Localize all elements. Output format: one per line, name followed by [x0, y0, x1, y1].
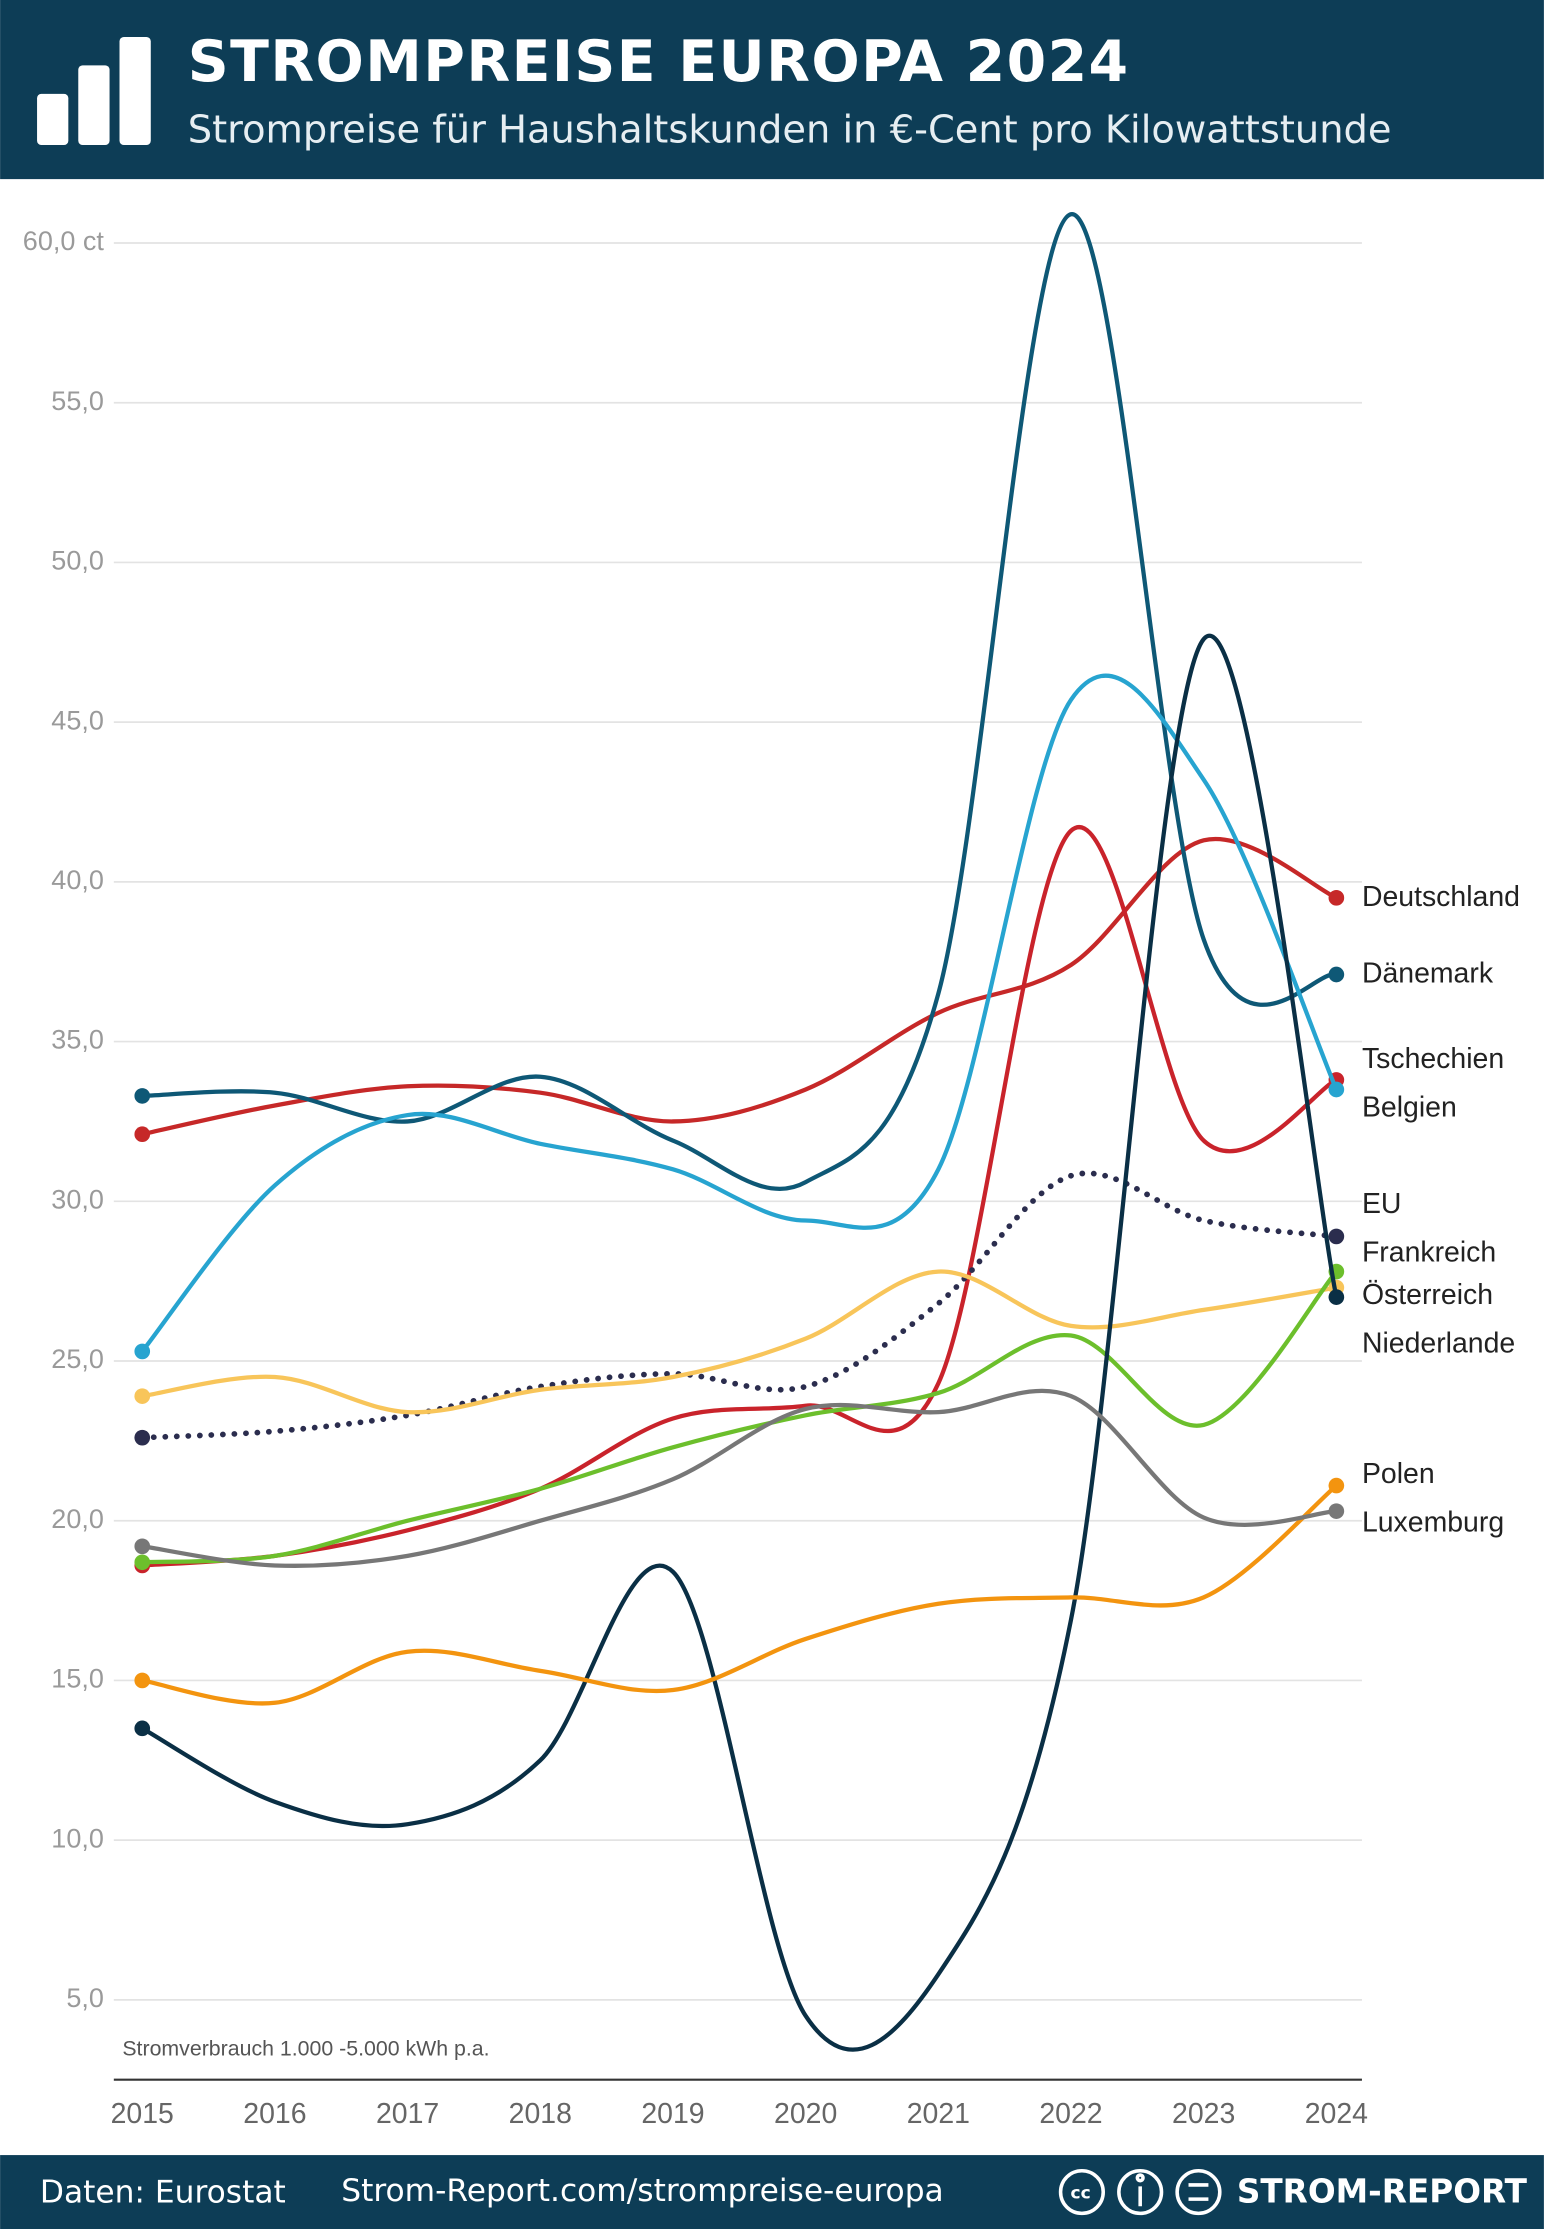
end-point — [1328, 1081, 1345, 1098]
y-tick-label: 50,0 — [51, 546, 104, 576]
y-tick-label: 25,0 — [51, 1344, 104, 1374]
y-tick-label: 20,0 — [51, 1504, 104, 1534]
y-tick-label: 55,0 — [51, 386, 104, 416]
series-line — [140, 836, 1339, 1137]
series-line — [139, 1170, 1340, 1441]
end-point — [134, 1720, 151, 1737]
legend-label: Tschechien — [1362, 1043, 1504, 1075]
x-tick-label: 2018 — [509, 2098, 572, 2130]
series-line — [140, 1483, 1339, 1706]
y-tick-label: 60,0 ct — [23, 226, 105, 256]
series-line — [140, 633, 1339, 2052]
x-tick-label: 2020 — [774, 2098, 837, 2130]
chart-title: STROMPREISE EUROPA 2024 — [188, 29, 1130, 95]
legend-label: Polen — [1362, 1458, 1435, 1490]
y-tick-label: 5,0 — [66, 1983, 104, 2013]
y-tick-label: 10,0 — [51, 1823, 104, 1853]
header-band — [0, 0, 1544, 180]
x-tick-label: 2022 — [1039, 2098, 1102, 2130]
end-point — [134, 1388, 151, 1404]
y-tick-label: 15,0 — [51, 1664, 104, 1694]
x-tick-label: 2019 — [641, 2098, 704, 2130]
x-tick-label: 2015 — [111, 2098, 174, 2130]
end-point — [134, 1429, 151, 1446]
license-icons — [1058, 2168, 1222, 2216]
legend-label: Luxemburg — [1362, 1506, 1504, 1538]
footer-band — [0, 2155, 1544, 2229]
x-tick-label: 2021 — [907, 2098, 970, 2130]
legend-label: Frankreich — [1362, 1236, 1496, 1268]
y-tick-label: 40,0 — [51, 865, 104, 895]
x-tick-label: 2017 — [376, 2098, 439, 2130]
footer-url: Strom-Report.com/strompreise-europa — [341, 2173, 943, 2209]
end-point — [134, 1538, 151, 1555]
end-point — [134, 1088, 151, 1104]
x-tick-label: 2024 — [1305, 2098, 1368, 2130]
logo-icon — [37, 36, 151, 145]
series-line — [140, 212, 1339, 1191]
end-point — [1328, 890, 1345, 906]
x-tick-label: 2016 — [243, 2098, 306, 2130]
cc-mark: cc — [1071, 2183, 1091, 2203]
end-point — [1328, 1289, 1345, 1305]
end-point — [134, 1672, 151, 1689]
series-line — [140, 825, 1339, 1568]
legend-label: Österreich — [1362, 1279, 1493, 1311]
footer-brand: STROM-REPORT — [1237, 2172, 1528, 2210]
end-point — [1328, 1228, 1345, 1245]
end-point — [1328, 966, 1345, 983]
series-line — [140, 673, 1339, 1354]
y-tick-label: 30,0 — [51, 1184, 104, 1214]
end-point — [1328, 1503, 1345, 1519]
series-line — [140, 1269, 1339, 1565]
legend-label: EU — [1362, 1188, 1401, 1220]
legend-label: Dänemark — [1362, 958, 1494, 990]
grid — [113, 242, 1362, 2001]
series-line — [140, 1388, 1339, 1568]
end-point — [1328, 1477, 1345, 1494]
end-point — [134, 1343, 151, 1360]
end-point — [134, 1126, 151, 1143]
legend-label: Niederlande — [1362, 1327, 1515, 1359]
y-tick-label: 35,0 — [51, 1025, 104, 1055]
end-point — [134, 1554, 151, 1571]
series-line — [140, 1269, 1339, 1415]
chart-subtitle: Strompreise für Haushaltskunden in €-Cen… — [188, 108, 1392, 153]
y-tick-label: 45,0 — [51, 705, 104, 735]
x-tick-label: 2023 — [1172, 2098, 1235, 2130]
annotation: Stromverbrauch 1.000 -5.000 kWh p.a. — [122, 2037, 489, 2061]
legend-label: Belgien — [1362, 1091, 1457, 1123]
legend-label: Deutschland — [1362, 881, 1520, 913]
footer-source: Daten: Eurostat — [40, 2174, 286, 2210]
